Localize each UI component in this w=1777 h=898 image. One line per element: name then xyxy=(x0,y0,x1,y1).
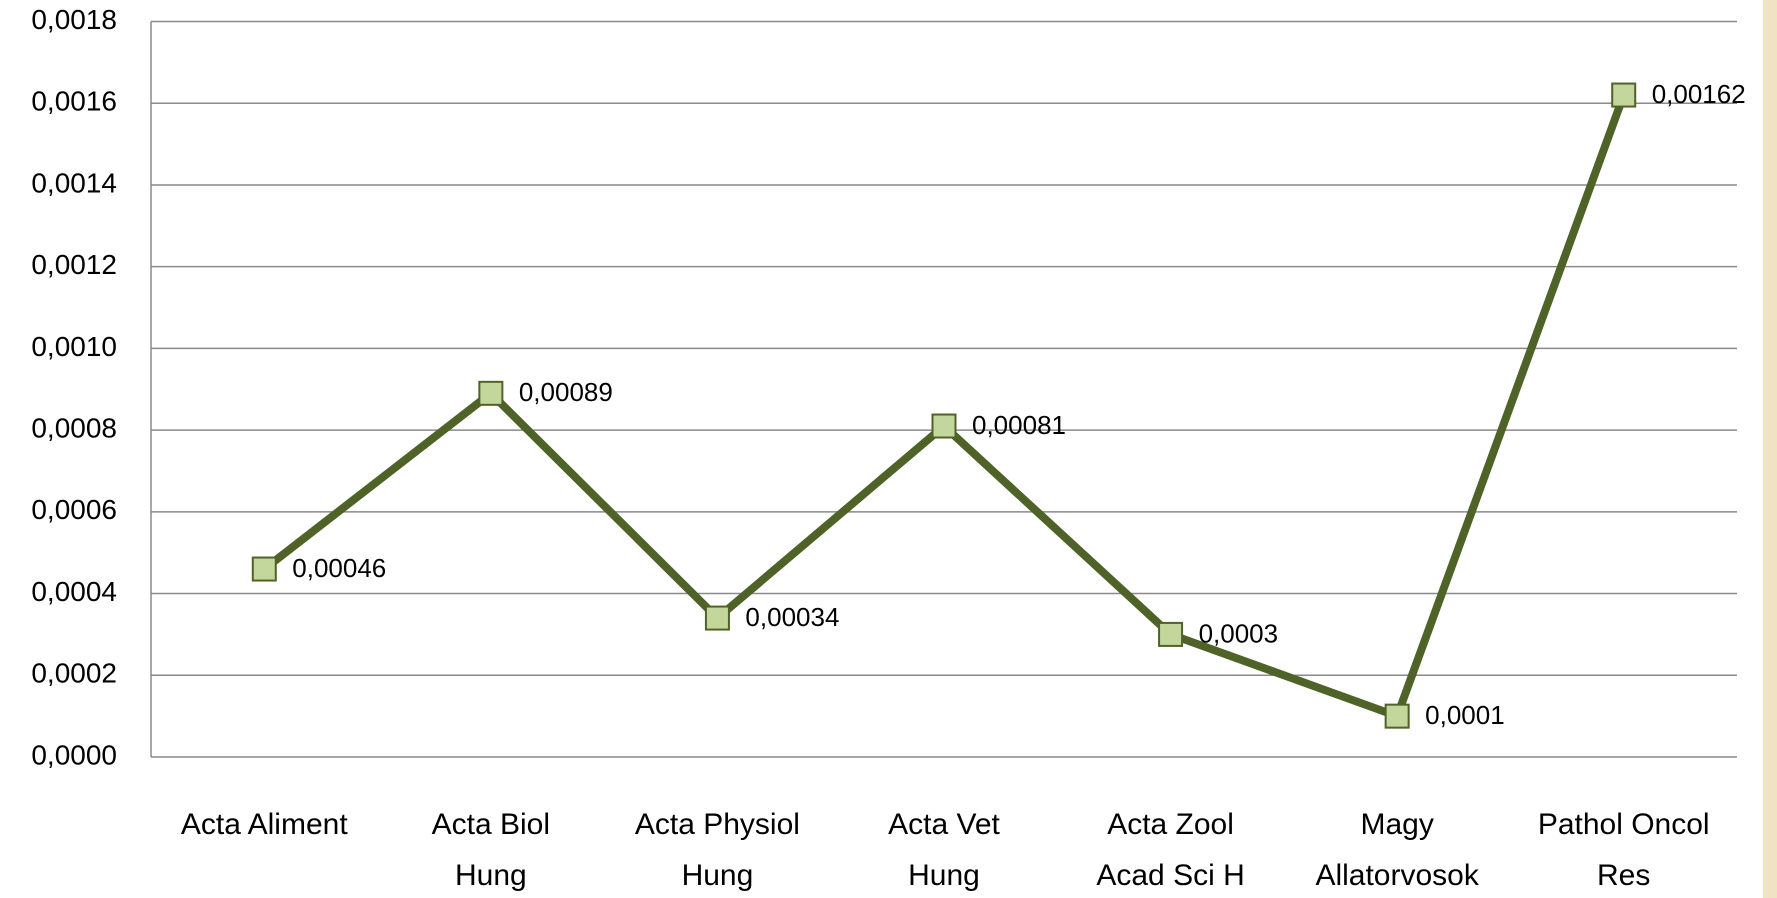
y-tick-label: 0,0000 xyxy=(31,739,117,770)
y-tick-label: 0,0002 xyxy=(31,658,117,689)
y-tick-label: 0,0018 xyxy=(31,4,117,35)
y-tick-label: 0,0008 xyxy=(31,413,117,444)
x-tick-label: Acta Vet Hung xyxy=(888,808,1000,892)
y-tick-label: 0,0016 xyxy=(31,86,117,117)
series-line xyxy=(261,93,1628,721)
x-tick-label: Acta Biol Hung xyxy=(431,808,551,892)
x-tick-label: Acta Zool Acad Sci H xyxy=(1096,808,1245,892)
marker xyxy=(931,413,957,439)
marker xyxy=(478,380,504,406)
y-tick-label: 0,0012 xyxy=(31,249,117,280)
data-label: 0,00089 xyxy=(519,377,613,407)
y-tick-label: 0,0014 xyxy=(31,167,117,198)
x-tick-label: Magy Allatorvosok xyxy=(1315,808,1479,892)
marker xyxy=(1384,703,1410,729)
y-tick-label: 0,0004 xyxy=(31,576,117,607)
data-label: 0,00034 xyxy=(745,602,839,632)
x-tick-label: Acta Physiol Hung xyxy=(634,808,800,892)
data-label: 0,0001 xyxy=(1425,700,1505,730)
data-label: 0,00081 xyxy=(972,410,1066,440)
x-tick-label: Acta Aliment xyxy=(180,808,348,841)
y-tick-label: 0,0010 xyxy=(31,331,117,362)
marker xyxy=(251,556,277,582)
marker xyxy=(1611,82,1637,108)
side-strip xyxy=(1763,0,1777,898)
data-label: 0,00162 xyxy=(1652,79,1746,109)
y-tick-label: 0,0006 xyxy=(31,494,117,525)
data-label: 0,00046 xyxy=(292,553,386,583)
marker xyxy=(1158,621,1184,647)
x-tick-label: Pathol Oncol Res xyxy=(1537,808,1710,892)
marker xyxy=(704,605,730,631)
data-label: 0,0003 xyxy=(1199,618,1279,648)
